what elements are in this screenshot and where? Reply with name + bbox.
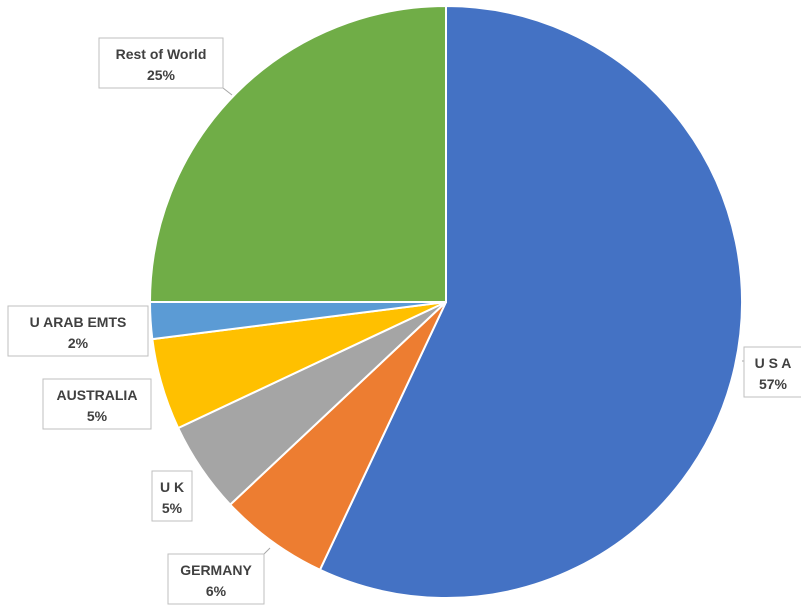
slice-percent-label: 2% (68, 335, 89, 351)
slice-label: U ARAB EMTS (30, 314, 127, 330)
pie-slice-rest-of-world (148, 4, 447, 303)
data-label-u-s-a: U S A 57% (743, 346, 801, 398)
data-label-germany: GERMANY 6% (167, 553, 265, 605)
data-label-u-k: U K 5% (151, 470, 193, 522)
slice-percent-label: 25% (147, 67, 176, 83)
data-label-u-arab-emts: U ARAB EMTS 2% (7, 305, 149, 357)
slice-label: AUSTRALIA (57, 387, 138, 403)
data-label-australia: AUSTRALIA 5% (42, 378, 152, 430)
slice-label: U K (160, 479, 184, 495)
slice-percent-label: 57% (759, 376, 788, 392)
label-box (151, 470, 193, 522)
pie-slices (148, 4, 743, 599)
leader-line-rest-of-world (222, 87, 233, 96)
data-labels: U S A 57% GERMANY 6% U K 5% AUSTRALIA 5% U ARAB … (7, 37, 801, 605)
data-label-rest-of-world: Rest of World 25% (98, 37, 224, 89)
label-box (167, 553, 265, 605)
label-box (743, 346, 801, 398)
label-box (98, 37, 224, 89)
label-box (42, 378, 152, 430)
slice-label: GERMANY (180, 562, 252, 578)
label-box (7, 305, 149, 357)
slice-label: Rest of World (116, 46, 207, 62)
pie-slice-u-s-a (318, 4, 743, 599)
slice-label: U S A (755, 355, 792, 371)
slice-percent-label: 5% (162, 500, 183, 516)
leader-line-germany (263, 547, 271, 555)
slice-percent-label: 6% (206, 583, 227, 599)
slice-percent-label: 5% (87, 408, 108, 424)
